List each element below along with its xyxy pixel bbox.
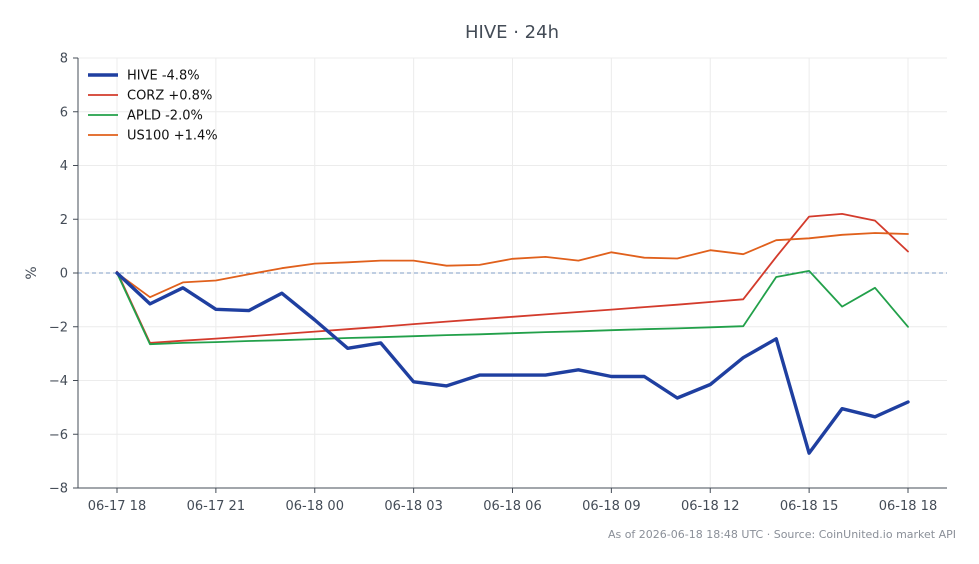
legend-label: US100 +1.4%	[127, 129, 218, 144]
y-tick-label: 8	[60, 52, 68, 67]
footer-source: As of 2026-06-18 18:48 UTC · Source: Coi…	[608, 528, 956, 541]
y-tick-label: 0	[60, 267, 68, 282]
x-tick-label: 06-18 00	[286, 499, 344, 514]
x-tick-label: 06-18 06	[483, 499, 541, 514]
series-line-us100	[116, 232, 909, 299]
x-tick-label: 06-18 12	[681, 499, 739, 514]
y-tick-label: −6	[49, 428, 68, 443]
legend-label: CORZ +0.8%	[127, 89, 212, 104]
legend-label: HIVE -4.8%	[127, 69, 200, 84]
chart-title: HIVE · 24h	[465, 22, 559, 43]
y-axis-title: %	[24, 266, 40, 279]
y-tick-label: 4	[60, 159, 68, 174]
y-tick-label: −8	[49, 482, 68, 497]
y-tick-label: 2	[60, 213, 68, 228]
grid	[78, 57, 947, 489]
series-line-corz	[116, 212, 909, 344]
legend-label: APLD -2.0%	[127, 109, 203, 124]
series-line-hive	[115, 271, 910, 455]
x-tick-label: 06-18 09	[582, 499, 640, 514]
x-tick-label: 06-17 18	[88, 499, 146, 514]
x-tick-label: 06-18 18	[879, 499, 937, 514]
y-tick-label: −2	[49, 320, 68, 335]
x-tick-label: 06-18 03	[384, 499, 442, 514]
x-tick-label: 06-18 15	[780, 499, 838, 514]
series-line-apld	[116, 269, 909, 346]
x-tick-label: 06-17 21	[187, 499, 245, 514]
legend: HIVE -4.8% CORZ +0.8% APLD -2.0% US100 +1.4…	[88, 69, 218, 144]
y-tick-label: 6	[60, 105, 68, 120]
series-lines	[115, 212, 910, 455]
y-tick-label: −4	[49, 374, 68, 389]
axes: −8 −6 −4 −2 0 2 4 6 8 06-17 18 06-17 21 06-18 00 06-…	[49, 52, 947, 514]
